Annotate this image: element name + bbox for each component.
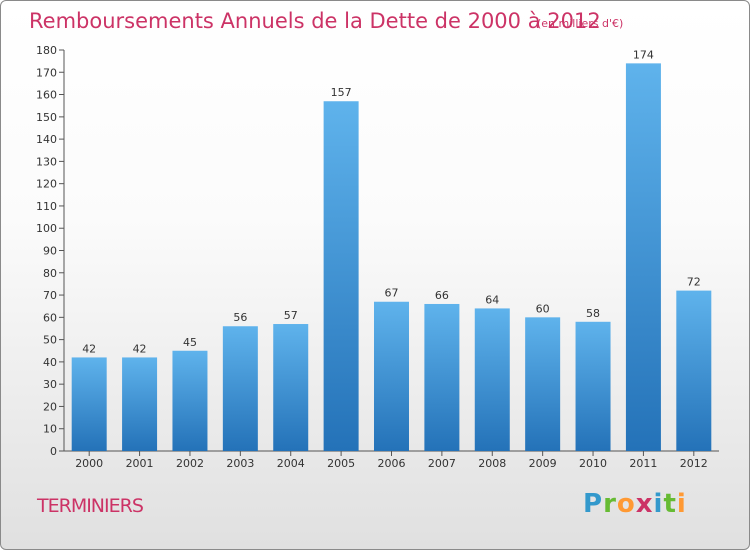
- bar: [625, 63, 661, 451]
- data-label: 42: [82, 342, 96, 355]
- x-tick-label: 2001: [126, 457, 154, 470]
- x-tick-label: 2007: [428, 457, 456, 470]
- bar: [222, 326, 258, 451]
- data-label: 56: [233, 311, 247, 324]
- y-tick-label: 30: [43, 378, 57, 391]
- x-tick-label: 2012: [680, 457, 708, 470]
- y-tick-label: 110: [36, 200, 57, 213]
- proxiti-logo[interactable]: Proxiti: [583, 489, 687, 519]
- logo-letter: P: [583, 489, 604, 519]
- data-label: 157: [331, 86, 352, 99]
- x-tick-label: 2011: [629, 457, 657, 470]
- data-label: 42: [133, 342, 147, 355]
- logo-letter: x: [635, 489, 654, 519]
- bar: [474, 308, 510, 451]
- y-tick-label: 0: [50, 445, 57, 458]
- data-label: 64: [485, 293, 499, 306]
- data-label: 67: [385, 287, 399, 300]
- y-tick-label: 40: [43, 356, 57, 369]
- bar: [122, 357, 158, 451]
- logo-letter: t: [663, 489, 677, 519]
- y-tick-label: 180: [36, 44, 57, 57]
- bar: [676, 290, 712, 451]
- x-tick-label: 2000: [75, 457, 103, 470]
- y-tick-label: 140: [36, 133, 57, 146]
- data-label: 57: [284, 309, 298, 322]
- x-tick-label: 2005: [327, 457, 355, 470]
- bar: [424, 303, 460, 451]
- y-tick-label: 160: [36, 89, 57, 102]
- data-label: 58: [586, 307, 600, 320]
- y-tick-label: 70: [43, 289, 57, 302]
- bar: [323, 101, 359, 451]
- bar: [71, 357, 107, 451]
- bar: [273, 324, 309, 451]
- bar: [525, 317, 561, 451]
- y-tick-label: 10: [43, 423, 57, 436]
- data-label: 174: [633, 48, 654, 61]
- y-tick-label: 80: [43, 267, 57, 280]
- x-tick-label: 2002: [176, 457, 204, 470]
- bar: [172, 350, 208, 451]
- x-tick-label: 2008: [478, 457, 506, 470]
- data-label: 66: [435, 289, 449, 302]
- bar: [374, 301, 409, 451]
- x-tick-label: 2010: [579, 457, 607, 470]
- bar: [575, 321, 611, 451]
- x-tick-label: 2006: [378, 457, 406, 470]
- commune-name: TERMINIERS: [37, 495, 144, 517]
- data-label: 45: [183, 336, 197, 349]
- x-tick-label: 2004: [277, 457, 305, 470]
- chart-unit: (en milliers d'€): [537, 17, 624, 30]
- y-tick-label: 130: [36, 155, 57, 168]
- y-tick-label: 90: [43, 245, 57, 258]
- y-tick-label: 20: [43, 400, 57, 413]
- logo-letter: r: [603, 489, 617, 519]
- y-tick-label: 50: [43, 334, 57, 347]
- data-label: 60: [536, 302, 550, 315]
- y-tick-label: 170: [36, 66, 57, 79]
- logo-letter: i: [653, 489, 664, 519]
- data-label: 72: [687, 276, 701, 289]
- y-tick-label: 60: [43, 311, 57, 324]
- x-tick-label: 2003: [226, 457, 254, 470]
- logo-letter: i: [676, 489, 687, 519]
- y-tick-label: 120: [36, 178, 57, 191]
- logo-letter: o: [616, 489, 636, 519]
- x-tick-label: 2009: [529, 457, 557, 470]
- chart-title: Remboursements Annuels de la Dette de 20…: [29, 9, 601, 33]
- y-tick-label: 100: [36, 222, 57, 235]
- y-tick-label: 150: [36, 111, 57, 124]
